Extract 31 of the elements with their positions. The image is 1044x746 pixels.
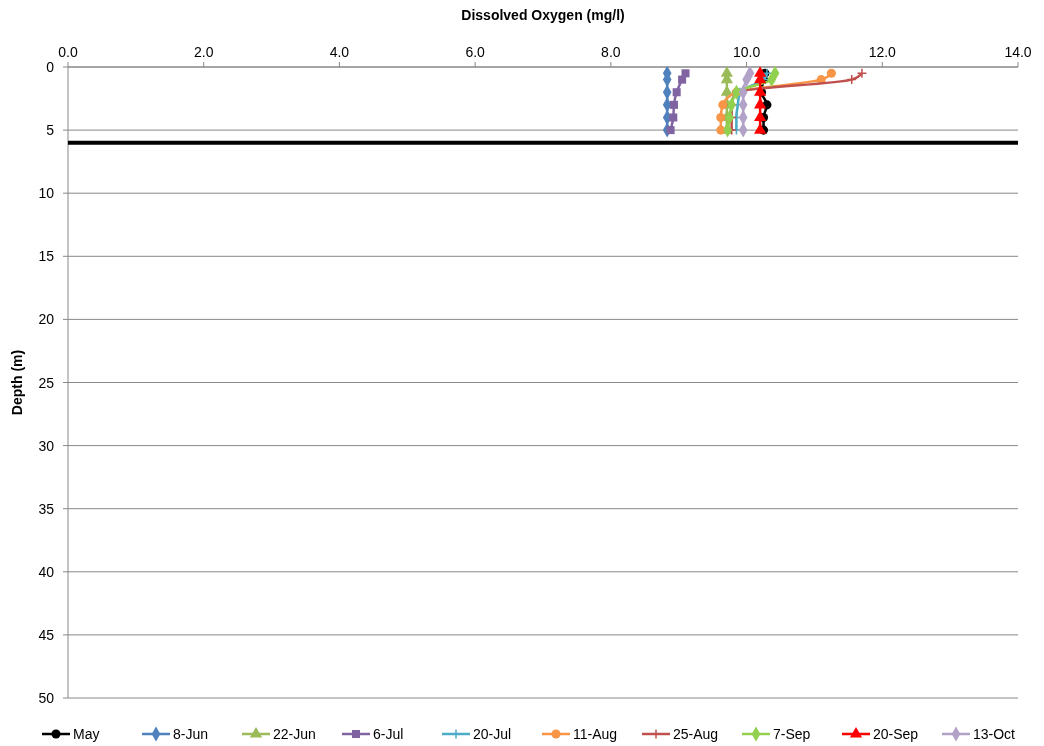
y-tick-label: 10 xyxy=(38,185,55,202)
y-tick-label: 20 xyxy=(38,311,55,328)
legend-label: 6-Jul xyxy=(373,726,404,742)
y-tick-label: 50 xyxy=(38,690,55,706)
y-tick-label: 15 xyxy=(38,248,55,265)
y-tick-label: 30 xyxy=(38,437,55,454)
y-tick-label: 0 xyxy=(46,59,55,75)
y-tick-label: 25 xyxy=(38,374,55,391)
x-tick-label: 6.0 xyxy=(465,44,486,60)
y-tick-label: 40 xyxy=(38,563,55,580)
legend-label: 22-Jun xyxy=(273,726,316,742)
legend-label: 8-Jun xyxy=(173,726,209,742)
y-tick-label: 5 xyxy=(46,122,55,139)
legend-label: 20-Jul xyxy=(473,726,512,742)
legend-label: 13-Oct xyxy=(973,726,1016,742)
legend-label: 20-Sep xyxy=(873,726,919,742)
x-tick-label: 10.0 xyxy=(732,44,761,60)
x-tick-label: 4.0 xyxy=(329,44,350,60)
legend-label: 25-Aug xyxy=(673,726,719,742)
legend-label: 11-Aug xyxy=(573,726,618,742)
legend-label: 7-Sep xyxy=(773,726,811,742)
legend-label: May xyxy=(73,726,100,742)
x-tick-label: 0.0 xyxy=(58,44,78,60)
y-tick-label: 45 xyxy=(38,626,55,643)
x-tick-label: 14.0 xyxy=(1004,44,1032,60)
y-tick-label: 35 xyxy=(38,500,55,517)
y-axis-title: Depth (m) xyxy=(9,349,25,416)
x-tick-label: 12.0 xyxy=(868,44,897,60)
x-tick-label: 8.0 xyxy=(601,44,621,60)
x-tick-label: 2.0 xyxy=(193,44,214,60)
x-axis-title: Dissolved Oxygen (mg/l) xyxy=(461,7,625,23)
